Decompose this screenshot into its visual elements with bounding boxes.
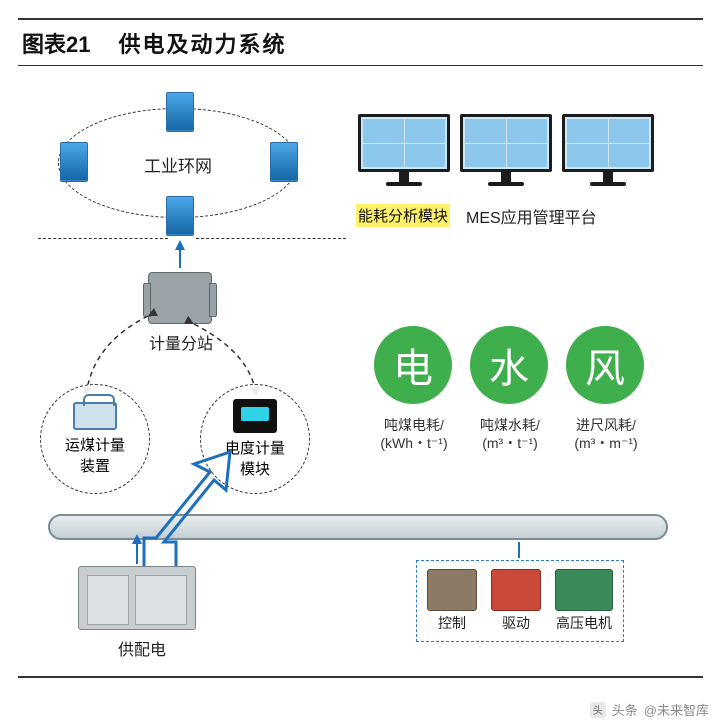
equip-control: 控制 bbox=[427, 569, 477, 633]
server-icon bbox=[166, 92, 194, 132]
mes-platform-label: MES应用管理平台 bbox=[466, 204, 656, 228]
cabinet-icon bbox=[78, 566, 196, 630]
attribution-prefix: 头条 bbox=[612, 700, 638, 719]
dashed-divider bbox=[196, 238, 346, 239]
badge-water: 水 bbox=[470, 326, 548, 404]
energy-module-highlight: 能耗分析模块 bbox=[356, 204, 450, 227]
scale-icon bbox=[73, 402, 117, 430]
metric-wind: 进尺风耗/(m³・m⁻¹) bbox=[560, 416, 652, 452]
title-bar: 图表21 供电及动力系统 bbox=[18, 20, 703, 66]
bubble-label: 电度计量 bbox=[225, 437, 285, 458]
big-arrow-icon bbox=[132, 450, 232, 570]
metric-electric: 吨煤电耗/(kWh・t⁻¹) bbox=[368, 416, 460, 452]
attribution-source: @未来智库 bbox=[644, 700, 709, 719]
toutiao-icon: 头 bbox=[590, 702, 606, 718]
chart-number: 图表21 bbox=[22, 27, 90, 59]
arrow-icon bbox=[175, 240, 185, 250]
equip-drive: 驱动 bbox=[491, 569, 541, 633]
monitor-icon bbox=[460, 114, 552, 186]
arrow-line bbox=[136, 542, 138, 564]
chart-title: 供电及动力系统 bbox=[118, 27, 286, 59]
badge-wind: 风 bbox=[566, 326, 644, 404]
metric-water: 吨煤水耗/(m³・t⁻¹) bbox=[464, 416, 556, 452]
attribution: 头 头条 @未来智库 bbox=[590, 700, 709, 719]
meter-icon bbox=[233, 399, 277, 433]
arrow-icon bbox=[132, 534, 142, 544]
server-icon bbox=[270, 142, 298, 182]
arrow-line bbox=[179, 250, 181, 268]
dashed-divider bbox=[38, 238, 168, 239]
bubble-label: 运煤计量 bbox=[65, 434, 125, 455]
monitor-icon bbox=[358, 114, 450, 186]
server-icon bbox=[166, 196, 194, 236]
equip-motor: 高压电机 bbox=[555, 569, 613, 633]
bubble-label: 装置 bbox=[80, 455, 110, 476]
cabinet-label: 供配电 bbox=[112, 636, 172, 660]
monitor-icon bbox=[562, 114, 654, 186]
badge-electric: 电 bbox=[374, 326, 452, 404]
diagram-canvas: 工业环网 能耗分析模块 MES应用管理平台 计量分站 运煤计量 装置 bbox=[18, 66, 703, 678]
ring-label: 工业环网 bbox=[140, 152, 216, 177]
server-icon bbox=[60, 142, 88, 182]
arrow-line bbox=[518, 542, 520, 558]
bubble-label: 模块 bbox=[240, 458, 270, 479]
equipment-group: 控制 驱动 高压电机 bbox=[416, 560, 624, 642]
